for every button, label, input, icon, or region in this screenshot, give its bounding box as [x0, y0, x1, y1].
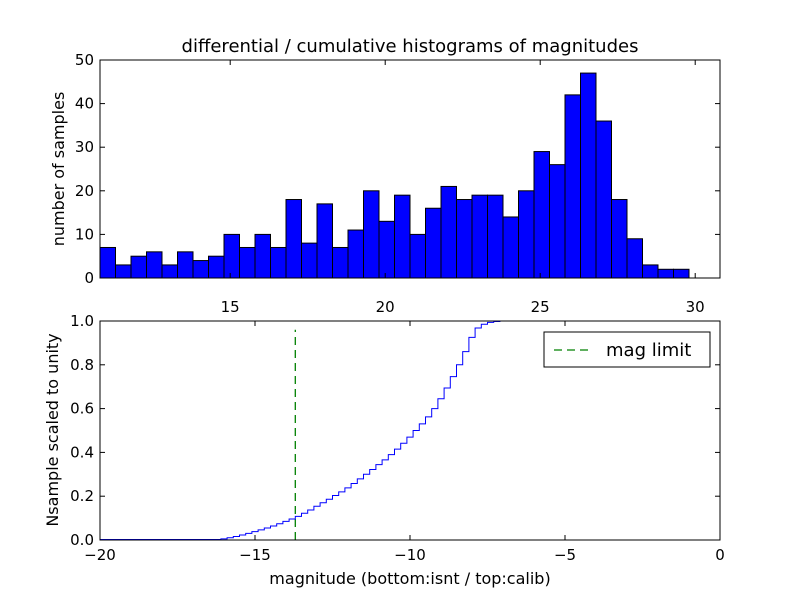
histogram-bar	[239, 246, 256, 279]
top-y-tick-label: 0	[84, 269, 94, 287]
histogram-bar	[363, 190, 380, 279]
bottom-x-axis-label: magnitude (bottom:isnt / top:calib)	[269, 569, 550, 588]
histogram-bar	[611, 199, 628, 279]
histogram-bar	[177, 251, 194, 279]
bottom-x-tick-label: −15	[239, 546, 271, 564]
histogram-bar	[115, 264, 132, 279]
histogram-bar	[673, 268, 690, 279]
legend-label: mag limit	[606, 340, 691, 361]
bottom-x-tick-label: −5	[554, 546, 576, 564]
bottom-y-tick-label: 0.0	[70, 531, 94, 549]
histogram-bar	[409, 233, 426, 279]
bottom-cumulative-panel: −20 −15 −10 −5 0 0.0 0.2 0.4 0.6 0.8 1.0 magnitude…	[43, 312, 725, 588]
top-x-tick-label: 20	[376, 298, 395, 316]
histogram-bar	[285, 199, 302, 279]
bottom-y-tick-label: 0.4	[70, 443, 94, 461]
histogram-bar	[425, 207, 442, 279]
histogram-bar	[192, 260, 209, 279]
top-y-tick-label: 30	[75, 138, 94, 156]
bottom-y-tick-label: 1.0	[70, 312, 94, 330]
histogram-bar	[518, 190, 535, 279]
histogram-bar	[146, 251, 163, 279]
top-histogram-panel: differential / cumulative histograms of …	[49, 36, 721, 316]
histogram-bar	[595, 120, 612, 279]
top-y-tick-label: 40	[75, 95, 94, 113]
histogram-bar	[502, 216, 519, 279]
histogram-bar	[223, 233, 240, 279]
histogram-bar	[564, 94, 581, 279]
histogram-bar	[332, 246, 349, 279]
bottom-x-tick-label: 0	[715, 546, 725, 564]
bottom-y-tick-label: 0.8	[70, 356, 94, 374]
chart-title: differential / cumulative histograms of …	[182, 36, 639, 57]
histogram-bar	[301, 242, 318, 279]
histogram-bar	[270, 246, 287, 279]
bottom-x-tick-label: −10	[394, 546, 426, 564]
histogram-bar	[549, 164, 566, 279]
top-x-tick-label: 30	[686, 298, 705, 316]
histogram-bar	[161, 264, 178, 279]
histogram-bar	[487, 194, 504, 279]
bottom-y-axis-label: Nsample scaled to unity	[43, 333, 62, 526]
top-axes-frame	[99, 59, 721, 279]
histogram-bar	[394, 194, 411, 279]
legend: mag limit	[543, 331, 711, 368]
histogram-bar	[580, 72, 597, 279]
bottom-y-tick-label: 0.6	[70, 400, 94, 418]
top-y-tick-label: 50	[75, 51, 94, 69]
histogram-bar	[533, 151, 550, 279]
histogram-bar	[347, 229, 364, 279]
histogram-bar	[99, 246, 116, 279]
bottom-x-tick-label: −20	[84, 546, 116, 564]
bottom-y-tick-label: 0.2	[70, 487, 94, 505]
top-y-axis-label: number of samples	[49, 92, 68, 247]
top-x-tick-label: 25	[531, 298, 550, 316]
histogram-bar	[316, 203, 333, 279]
top-x-tick-label: 15	[221, 298, 240, 316]
histogram-bar	[626, 238, 643, 279]
histogram-bar	[130, 255, 147, 279]
histogram-bar	[471, 194, 488, 279]
cumulative-step-line	[100, 320, 721, 541]
histogram-bar	[254, 233, 271, 279]
histogram-bar	[456, 199, 473, 279]
top-y-tick-label: 10	[75, 225, 94, 243]
histogram-bar	[657, 268, 674, 279]
histogram-bar	[378, 220, 395, 279]
top-y-tick-label: 20	[75, 182, 94, 200]
histogram-bar	[208, 255, 225, 279]
histogram-bar	[642, 264, 659, 279]
histogram-bar	[440, 185, 457, 279]
